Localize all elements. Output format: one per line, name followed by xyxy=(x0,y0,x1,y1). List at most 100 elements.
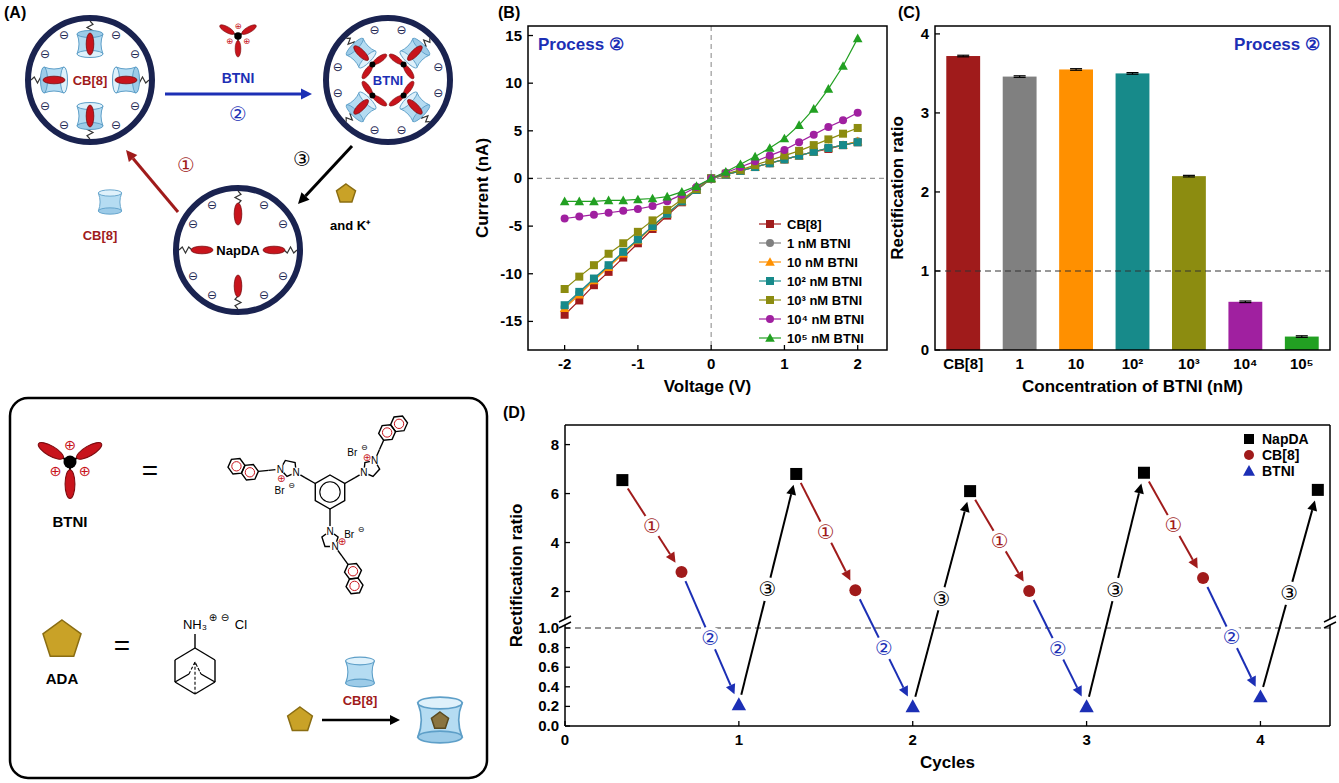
series-line xyxy=(565,38,858,201)
tick-label: 10³ xyxy=(1178,355,1200,372)
data-point xyxy=(824,143,834,152)
btni-core xyxy=(369,93,375,99)
data-point xyxy=(824,144,832,152)
arrow-head xyxy=(126,150,137,162)
charge: ⊖ xyxy=(361,443,368,452)
transition-label: ① xyxy=(817,520,835,544)
arrow-head xyxy=(899,685,908,696)
data-point xyxy=(736,159,746,168)
figure: (A)⊖⊖⊖⊖⊖⊖⊖⊖CB[8]⊖⊖⊖⊖⊖⊖⊖⊖BTNI⊖⊖⊖⊖⊖⊖⊖⊖NapD… xyxy=(0,0,1339,783)
bond xyxy=(189,662,201,694)
data-point xyxy=(575,288,583,296)
tick-label: 4 xyxy=(921,25,930,42)
error-cap xyxy=(1183,175,1195,176)
legend-label: CB[8] xyxy=(1262,447,1299,463)
atom-label: N xyxy=(371,455,378,466)
data-point xyxy=(810,141,818,149)
tether xyxy=(235,296,241,309)
data-point xyxy=(854,124,862,132)
data-point xyxy=(721,167,731,176)
tick xyxy=(935,349,940,350)
tether xyxy=(235,191,241,204)
data-point xyxy=(794,120,804,129)
tick xyxy=(637,345,638,350)
tick-label: -2 xyxy=(558,355,571,372)
ring xyxy=(315,475,344,509)
data-point xyxy=(706,174,716,183)
panel-line: -2-1012-15-10-5051015CB[8]1 nM BTNI10 nM… xyxy=(473,4,887,396)
error-bar xyxy=(1127,73,1139,75)
data-point xyxy=(839,141,847,149)
atom-label: N xyxy=(360,467,367,478)
cb8-icon xyxy=(346,657,375,687)
surface-charge: ⊖ xyxy=(433,60,443,74)
transition-label: ③ xyxy=(1106,578,1124,602)
transition-label: ③ xyxy=(932,587,950,611)
error-cap xyxy=(1239,302,1251,303)
arrow xyxy=(1207,587,1251,678)
btni-core xyxy=(369,61,375,67)
bar xyxy=(1003,77,1037,350)
data-point xyxy=(809,104,819,113)
naphthalene-icon xyxy=(234,203,242,225)
cb8-icon xyxy=(41,67,68,93)
tick xyxy=(1086,721,1087,726)
tick xyxy=(528,321,533,322)
surface-charge: ⊖ xyxy=(40,47,50,61)
axis-break xyxy=(1324,622,1336,628)
charge: ⊕ xyxy=(235,21,242,31)
counterion: Br xyxy=(275,485,286,496)
transition-label: ③ xyxy=(1280,581,1298,605)
error-bar xyxy=(1296,336,1308,338)
error-cap xyxy=(1014,77,1026,78)
data-point xyxy=(634,235,642,243)
tick-label: 1 xyxy=(780,355,788,372)
naphthalene-icon xyxy=(405,97,424,116)
transition-label: ① xyxy=(991,529,1009,553)
cb8-icon xyxy=(113,67,140,93)
data-point xyxy=(854,138,862,146)
data-point xyxy=(824,145,832,153)
bond xyxy=(214,660,215,682)
tick xyxy=(935,33,940,34)
legend-label: 10³ nM BTNI xyxy=(787,293,862,308)
cb8-rim xyxy=(98,208,121,214)
data-point xyxy=(634,205,642,213)
tick-label: 0.8 xyxy=(538,639,559,656)
bar xyxy=(1059,69,1093,350)
data-point xyxy=(838,140,848,149)
bond xyxy=(194,634,195,648)
tick xyxy=(935,112,940,113)
naphthalene-icon xyxy=(86,33,94,55)
legend-marker xyxy=(1243,465,1255,476)
state-label: BTNI xyxy=(373,73,403,88)
bond xyxy=(258,470,268,471)
charge: ⊖ xyxy=(288,481,295,490)
tick-label: 0.2 xyxy=(538,697,559,714)
error-cap xyxy=(1127,72,1139,73)
cb8-rim xyxy=(418,731,462,743)
error-bar xyxy=(1183,175,1195,177)
bond xyxy=(201,674,215,682)
btni-structure: NN⊕Br⊖NN⊕Br⊖NN⊕Br⊖ xyxy=(228,416,408,594)
surface-charge: ⊖ xyxy=(370,123,380,137)
atom-patch xyxy=(325,526,335,536)
legend-marker xyxy=(766,277,774,285)
tick xyxy=(784,345,785,350)
data-point xyxy=(706,174,716,183)
data-point xyxy=(964,485,976,497)
data-point xyxy=(619,239,627,247)
surface-charge: ⊖ xyxy=(59,118,69,132)
tick-label: 0.4 xyxy=(538,678,560,695)
aromatic xyxy=(382,428,391,437)
cb8-icon xyxy=(77,103,103,130)
legend-label: 10⁵ nM BTNI xyxy=(787,331,864,346)
data-point xyxy=(634,235,642,243)
legend-marker xyxy=(766,296,774,304)
aromatic xyxy=(348,567,357,576)
data-point xyxy=(692,181,702,190)
label-patch xyxy=(929,587,953,611)
bond xyxy=(329,509,330,521)
atom-label: N xyxy=(293,467,300,478)
ring xyxy=(345,563,362,579)
